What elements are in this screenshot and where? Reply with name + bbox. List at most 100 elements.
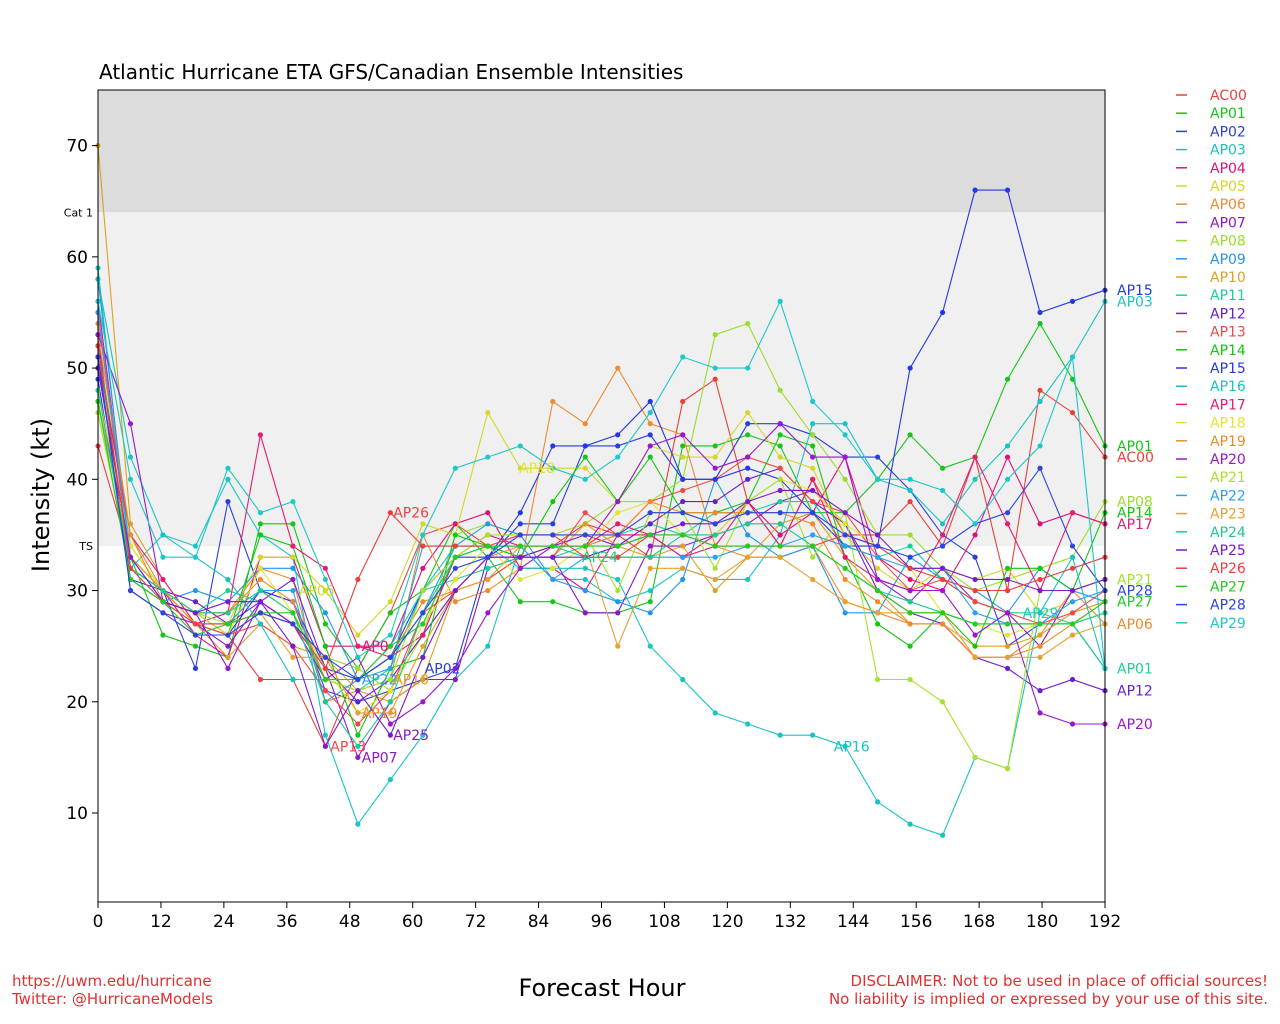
point-ap01-18 xyxy=(680,443,686,449)
point-ap20-22 xyxy=(810,454,816,460)
point-ap12-29 xyxy=(1037,688,1043,694)
point-ap02-13 xyxy=(517,521,523,527)
website-link[interactable]: https://uwm.edu/hurricane xyxy=(12,972,212,990)
point-ap25-26 xyxy=(939,565,946,571)
point-ap29-20 xyxy=(745,365,751,371)
series-line-ap25 xyxy=(97,368,1106,748)
point-ap23-22 xyxy=(810,576,816,583)
point-ap26-27 xyxy=(972,587,978,594)
point-ap16-6 xyxy=(290,676,296,683)
point-ap14-5 xyxy=(257,532,264,538)
point-ap29-10 xyxy=(420,532,426,538)
point-ap29-30 xyxy=(1069,354,1076,360)
point-ap13-21 xyxy=(777,465,783,471)
end-label-ap12: AP12 xyxy=(1117,684,1153,700)
point-ap28-14 xyxy=(550,532,556,538)
point-ap18-9 xyxy=(387,688,393,694)
point-ap14-11 xyxy=(452,532,458,538)
point-ap10-28 xyxy=(1004,643,1011,649)
point-ap28-20 xyxy=(745,510,751,516)
x-tick-label: 96 xyxy=(591,912,613,932)
point-ap28-30 xyxy=(1069,543,1076,549)
legend: AC00 AP01 AP02 AP03 AP04 AP05 AP06 AP07 AP08 AP09… xyxy=(1176,88,1247,632)
point-ap21-25 xyxy=(907,676,913,683)
point-ap04-11 xyxy=(452,521,458,527)
point-ap16-16 xyxy=(615,576,621,583)
point-ap24-2 xyxy=(160,587,166,594)
point-ap28-26 xyxy=(939,543,946,549)
point-ap21-22 xyxy=(810,554,816,560)
point-ap01-9 xyxy=(387,610,393,616)
point-ap14-8 xyxy=(355,732,361,738)
point-ap01-5 xyxy=(257,521,264,527)
point-ac00-29 xyxy=(1037,387,1043,393)
legend-entry-ap04: AP04 xyxy=(1210,161,1246,177)
point-ap25-14 xyxy=(550,554,556,560)
point-ap08-21 xyxy=(777,387,783,393)
point-ap12-3 xyxy=(192,599,199,605)
legend-entry-ap15: AP15 xyxy=(1210,361,1246,377)
legend-entry-ac00: AC00 xyxy=(1210,88,1247,104)
point-ap24-21 xyxy=(777,521,783,527)
point-ap27-7 xyxy=(322,676,328,683)
end-label-ap28: AP28 xyxy=(1117,584,1153,600)
point-ap03-8 xyxy=(355,821,361,827)
point-ap20-20 xyxy=(745,454,751,460)
point-ap13-18 xyxy=(680,487,686,494)
point-ap21-26 xyxy=(939,699,946,705)
point-ap23-16 xyxy=(615,643,621,649)
point-ap03-29 xyxy=(1037,398,1043,405)
point-ap05-10 xyxy=(420,521,426,527)
point-ap24-25 xyxy=(907,599,913,605)
x-tick-label: 168 xyxy=(963,912,995,932)
point-ap29-1 xyxy=(127,476,134,482)
point-ap02-14 xyxy=(550,521,556,527)
point-ap16-1 xyxy=(127,454,134,460)
point-ap03-23 xyxy=(842,421,848,427)
inline-label-ap13: AP13 xyxy=(330,739,366,755)
point-ap06-15 xyxy=(582,421,588,427)
point-ap27-12 xyxy=(485,543,491,549)
point-ap03-15 xyxy=(582,576,588,583)
point-ap07-16 xyxy=(615,610,621,616)
point-ap15-26 xyxy=(939,309,946,316)
band-ts xyxy=(98,212,1105,547)
point-ap05-6 xyxy=(290,554,296,560)
point-ap20-9 xyxy=(387,721,393,727)
point-ap02-20 xyxy=(745,421,751,427)
inline-label-ap07: AP07 xyxy=(362,750,398,766)
series-line-ap29 xyxy=(97,299,1106,669)
point-ap28-6 xyxy=(290,621,296,627)
point-ap28-17 xyxy=(647,510,653,516)
legend-entry-ap11: AP11 xyxy=(1210,288,1246,304)
point-ap28-28 xyxy=(1004,510,1011,516)
point-ap20-18 xyxy=(680,432,686,438)
point-ap05-7 xyxy=(322,587,328,594)
point-ap16-17 xyxy=(647,643,653,649)
twitter-handle[interactable]: Twitter: @HurricaneModels xyxy=(12,990,213,1008)
point-ap29-28 xyxy=(1004,476,1011,482)
point-ap09-7 xyxy=(322,610,328,616)
point-ap27-24 xyxy=(875,587,881,594)
disclaimer: DISCLAIMER: Not to be used in place of o… xyxy=(829,972,1268,1008)
y-tick-label: 10 xyxy=(66,804,88,824)
point-ap29-12 xyxy=(485,454,491,460)
x-tick-label: 84 xyxy=(528,912,550,932)
point-ap25-24 xyxy=(875,532,881,538)
point-ap28-24 xyxy=(875,543,881,549)
point-ap12-19 xyxy=(712,498,718,505)
point-ap19-17 xyxy=(647,498,653,505)
point-ap09-12 xyxy=(485,521,491,527)
point-ap09-17 xyxy=(647,610,653,616)
legend-entry-ap13: AP13 xyxy=(1210,325,1246,341)
point-ap14-7 xyxy=(322,643,328,649)
point-ap29-14 xyxy=(550,465,556,471)
point-ap17-26 xyxy=(939,532,946,538)
point-ap22-6 xyxy=(290,587,296,594)
point-ap28-19 xyxy=(712,521,718,527)
point-ap19-23 xyxy=(842,576,848,583)
point-ap15-13 xyxy=(517,510,523,516)
point-ap25-11 xyxy=(452,587,458,594)
point-ap21-27 xyxy=(972,754,978,760)
point-ap03-12 xyxy=(485,643,491,649)
